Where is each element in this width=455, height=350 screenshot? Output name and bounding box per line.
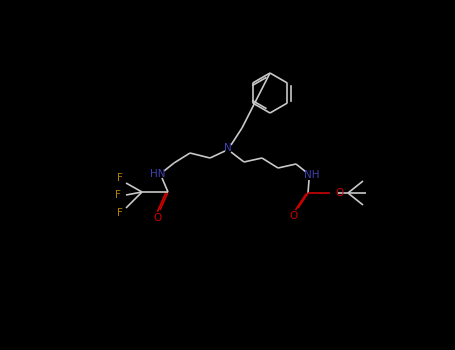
Text: F: F <box>117 208 123 218</box>
Text: O: O <box>289 211 297 221</box>
Text: N: N <box>224 143 232 153</box>
Text: O: O <box>335 188 343 198</box>
Text: F: F <box>117 173 123 183</box>
Text: O: O <box>153 213 161 223</box>
Text: NH: NH <box>304 170 320 180</box>
Text: HN: HN <box>150 169 166 179</box>
Text: F: F <box>115 190 121 200</box>
